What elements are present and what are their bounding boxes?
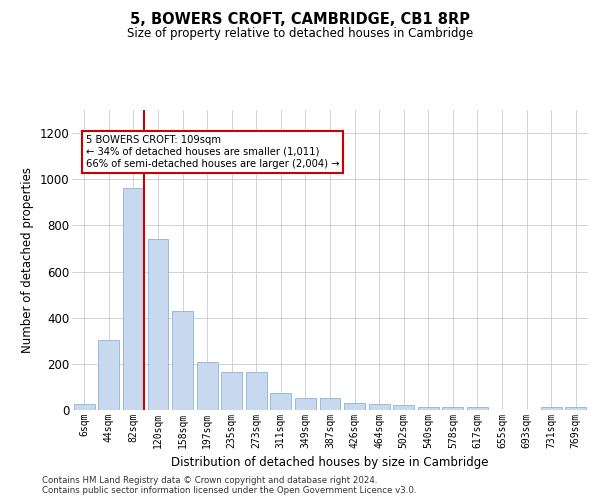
Bar — [295, 398, 316, 410]
Bar — [320, 398, 340, 410]
Bar — [271, 392, 292, 410]
X-axis label: Distribution of detached houses by size in Cambridge: Distribution of detached houses by size … — [171, 456, 489, 469]
Bar — [98, 340, 119, 410]
Bar — [221, 372, 242, 410]
Bar — [148, 239, 169, 410]
Bar — [74, 404, 95, 410]
Bar — [368, 404, 389, 410]
Text: Size of property relative to detached houses in Cambridge: Size of property relative to detached ho… — [127, 28, 473, 40]
Bar — [541, 407, 562, 410]
Text: 5, BOWERS CROFT, CAMBRIDGE, CB1 8RP: 5, BOWERS CROFT, CAMBRIDGE, CB1 8RP — [130, 12, 470, 28]
Bar — [442, 406, 463, 410]
Bar — [467, 406, 488, 410]
Text: Contains public sector information licensed under the Open Government Licence v3: Contains public sector information licen… — [42, 486, 416, 495]
Text: Contains HM Land Registry data © Crown copyright and database right 2024.: Contains HM Land Registry data © Crown c… — [42, 476, 377, 485]
Bar — [393, 406, 414, 410]
Bar — [344, 403, 365, 410]
Bar — [197, 362, 218, 410]
Bar — [172, 311, 193, 410]
Bar — [565, 406, 586, 410]
Bar — [246, 372, 267, 410]
Bar — [418, 406, 439, 410]
Text: 5 BOWERS CROFT: 109sqm
← 34% of detached houses are smaller (1,011)
66% of semi-: 5 BOWERS CROFT: 109sqm ← 34% of detached… — [86, 136, 339, 168]
Y-axis label: Number of detached properties: Number of detached properties — [21, 167, 34, 353]
Bar — [123, 188, 144, 410]
